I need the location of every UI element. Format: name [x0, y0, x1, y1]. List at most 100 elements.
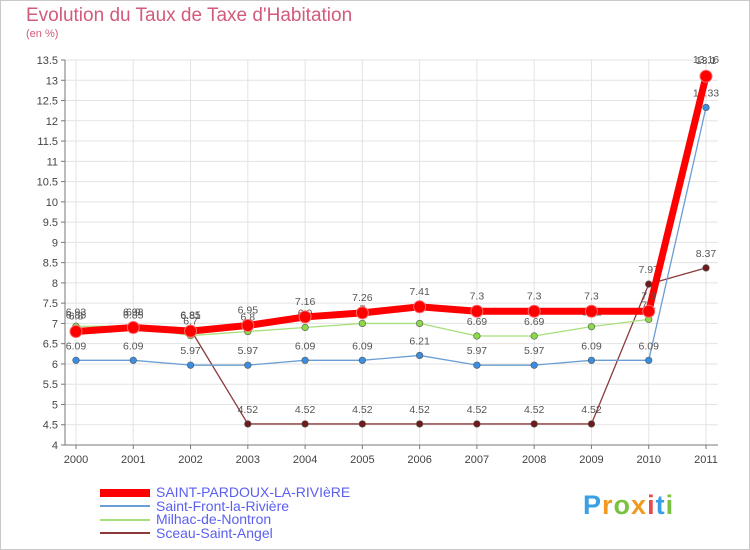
y-tick-label: 9.5 — [43, 217, 58, 229]
logo-letter: x — [631, 490, 648, 520]
data-label: 6.09 — [352, 340, 373, 352]
data-point — [301, 323, 309, 332]
logo-letter: o — [613, 490, 632, 520]
y-tick-label: 6 — [52, 359, 58, 371]
data-point — [702, 264, 710, 272]
y-tick-label: 7 — [52, 318, 58, 330]
data-label: 4.52 — [467, 404, 488, 416]
logo-letter: i — [647, 490, 656, 520]
data-label: 5.97 — [524, 345, 545, 357]
data-label: 6.69 — [524, 316, 545, 328]
data-label: 13.1 — [696, 55, 717, 67]
data-label: 4.52 — [295, 404, 316, 416]
x-tick-label: 2005 — [350, 454, 374, 466]
data-label: 6.09 — [639, 340, 660, 352]
legend-swatch — [100, 532, 150, 535]
x-tick-label: 2004 — [293, 454, 317, 466]
y-tick-label: 4 — [52, 440, 58, 452]
data-point — [301, 356, 309, 364]
data-point — [473, 332, 481, 340]
data-point — [645, 280, 653, 288]
data-label: 6.95 — [238, 304, 259, 316]
data-point — [416, 351, 424, 360]
data-point — [645, 356, 653, 364]
data-label: 7.3 — [641, 290, 656, 302]
data-point — [186, 361, 195, 369]
data-label: 6.9 — [126, 306, 141, 318]
legend-swatch — [100, 518, 150, 521]
x-tick-label: 2008 — [522, 454, 546, 466]
data-point — [126, 320, 140, 334]
data-label: 7.97 — [639, 264, 660, 276]
data-label: 13.16 — [693, 54, 719, 66]
data-point — [530, 332, 538, 340]
legend-item: Saint-Front-la-Rivière — [100, 497, 400, 514]
data-point — [587, 420, 596, 428]
series-line-0 — [72, 72, 710, 336]
data-point — [530, 361, 538, 369]
x-tick-label: 2006 — [407, 454, 431, 466]
legend-swatch — [100, 488, 150, 497]
data-point — [244, 420, 252, 428]
data-label: 6.7 — [183, 316, 198, 328]
legend-swatch — [100, 505, 150, 508]
data-point — [470, 304, 484, 318]
legend-label: Milhac-de-Nontron — [156, 511, 272, 528]
y-tick-label: 8.5 — [43, 258, 58, 270]
data-label: 4.52 — [409, 404, 430, 416]
legend-item: Sceau-Saint-Angel — [100, 526, 400, 541]
data-point — [301, 420, 309, 428]
data-label: 6.85 — [180, 310, 201, 322]
data-point — [416, 319, 424, 328]
data-point — [241, 318, 255, 332]
x-tick-label: 2001 — [121, 454, 145, 466]
data-label: 6.93 — [123, 306, 144, 318]
data-point — [587, 323, 596, 331]
data-point — [129, 356, 137, 364]
data-point — [355, 306, 369, 320]
legend-item: Milhac-de-Nontron — [100, 511, 400, 528]
data-label: 6.8 — [69, 311, 84, 323]
data-label: 4.52 — [581, 404, 602, 416]
data-label: 6.93 — [66, 306, 87, 318]
data-point — [358, 356, 366, 364]
data-point — [413, 300, 427, 314]
data-point — [642, 304, 656, 318]
legend-label: Saint-Front-la-Rivière — [156, 497, 290, 514]
data-point — [473, 361, 481, 369]
y-tick-label: 11.5 — [37, 136, 58, 148]
data-point — [358, 420, 366, 428]
data-label: 5.97 — [238, 345, 259, 357]
legend-label: SAINT-PARDOUX-LA-RIVIèRE — [156, 484, 351, 501]
logo-letter: P — [583, 490, 603, 520]
data-point — [244, 361, 252, 369]
data-label: 7.16 — [295, 296, 316, 308]
data-point — [530, 420, 538, 428]
y-tick-label: 5.5 — [43, 379, 58, 391]
y-tick-label: 4.5 — [43, 420, 58, 432]
proxiti-logo: Proxiti — [583, 490, 674, 521]
data-label: 7.3 — [584, 290, 599, 302]
data-label: 8.37 — [696, 248, 717, 260]
x-tick-label: 2000 — [64, 454, 88, 466]
y-tick-label: 9 — [52, 237, 58, 249]
x-tick-label: 2003 — [236, 454, 260, 466]
y-tick-label: 12.5 — [37, 96, 58, 108]
plot-area — [65, 60, 718, 445]
chart-title: Evolution du Taux de Taxe d'Habitation — [26, 5, 353, 26]
data-point — [416, 420, 424, 428]
data-label: 6.85 — [123, 310, 144, 322]
x-tick-label: 2010 — [636, 454, 660, 466]
data-label: 6.69 — [467, 316, 488, 328]
y-tick-label: 6.5 — [43, 339, 58, 351]
y-tick-label: 10 — [46, 197, 58, 209]
y-tick-label: 13.5 — [37, 55, 58, 67]
x-tick-label: 2009 — [579, 454, 603, 466]
series-line-1 — [75, 106, 707, 366]
data-label: 6.81 — [180, 310, 201, 322]
x-tick-label: 2007 — [465, 454, 489, 466]
data-point — [699, 69, 713, 83]
data-label: 4.52 — [352, 404, 373, 416]
data-label: 6.21 — [409, 335, 430, 347]
